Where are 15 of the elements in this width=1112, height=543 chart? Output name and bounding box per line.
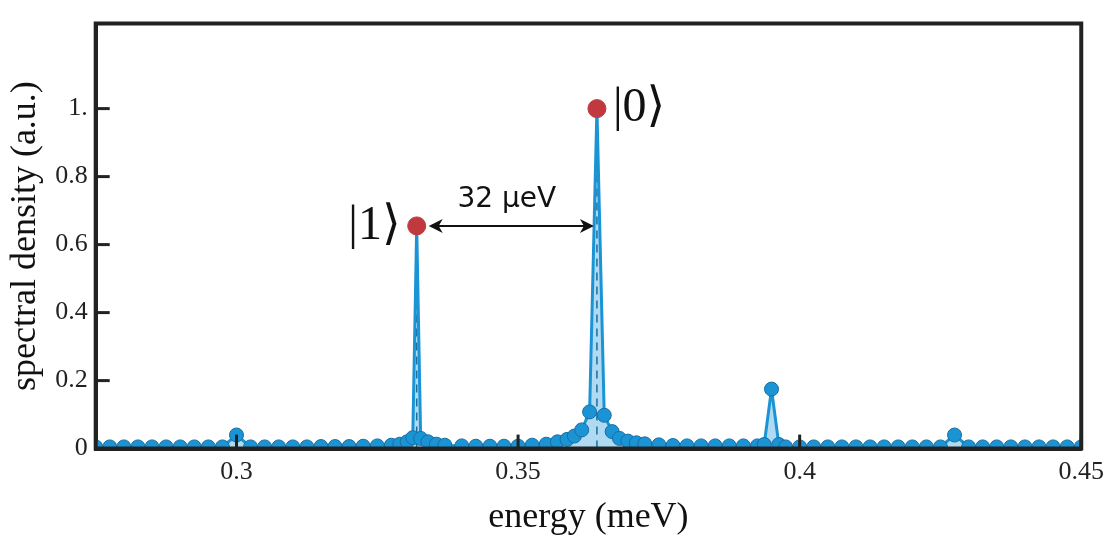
y-tick-label: 0.4	[55, 296, 88, 326]
y-axis-title: spectral density (a.u.)	[3, 81, 44, 392]
y-tick-label: 0.2	[55, 364, 88, 394]
y-tick-label: 1.	[68, 92, 88, 122]
annotation: 32 μeV	[457, 181, 557, 215]
x-axis-title: energy (meV)	[488, 494, 689, 535]
y-tick-label: 0.6	[55, 228, 88, 258]
y-tick-label: 0	[74, 432, 88, 462]
x-tick-label: 0.35	[495, 456, 541, 486]
x-tick-label: 0.3	[220, 456, 253, 486]
annotation: |1⟩	[348, 195, 401, 249]
x-tick-label: 0.4	[783, 456, 816, 486]
annotation: |0⟩	[612, 78, 666, 132]
x-tick-label: 0.45	[1058, 456, 1104, 486]
y-tick-label: 0.8	[55, 160, 88, 190]
